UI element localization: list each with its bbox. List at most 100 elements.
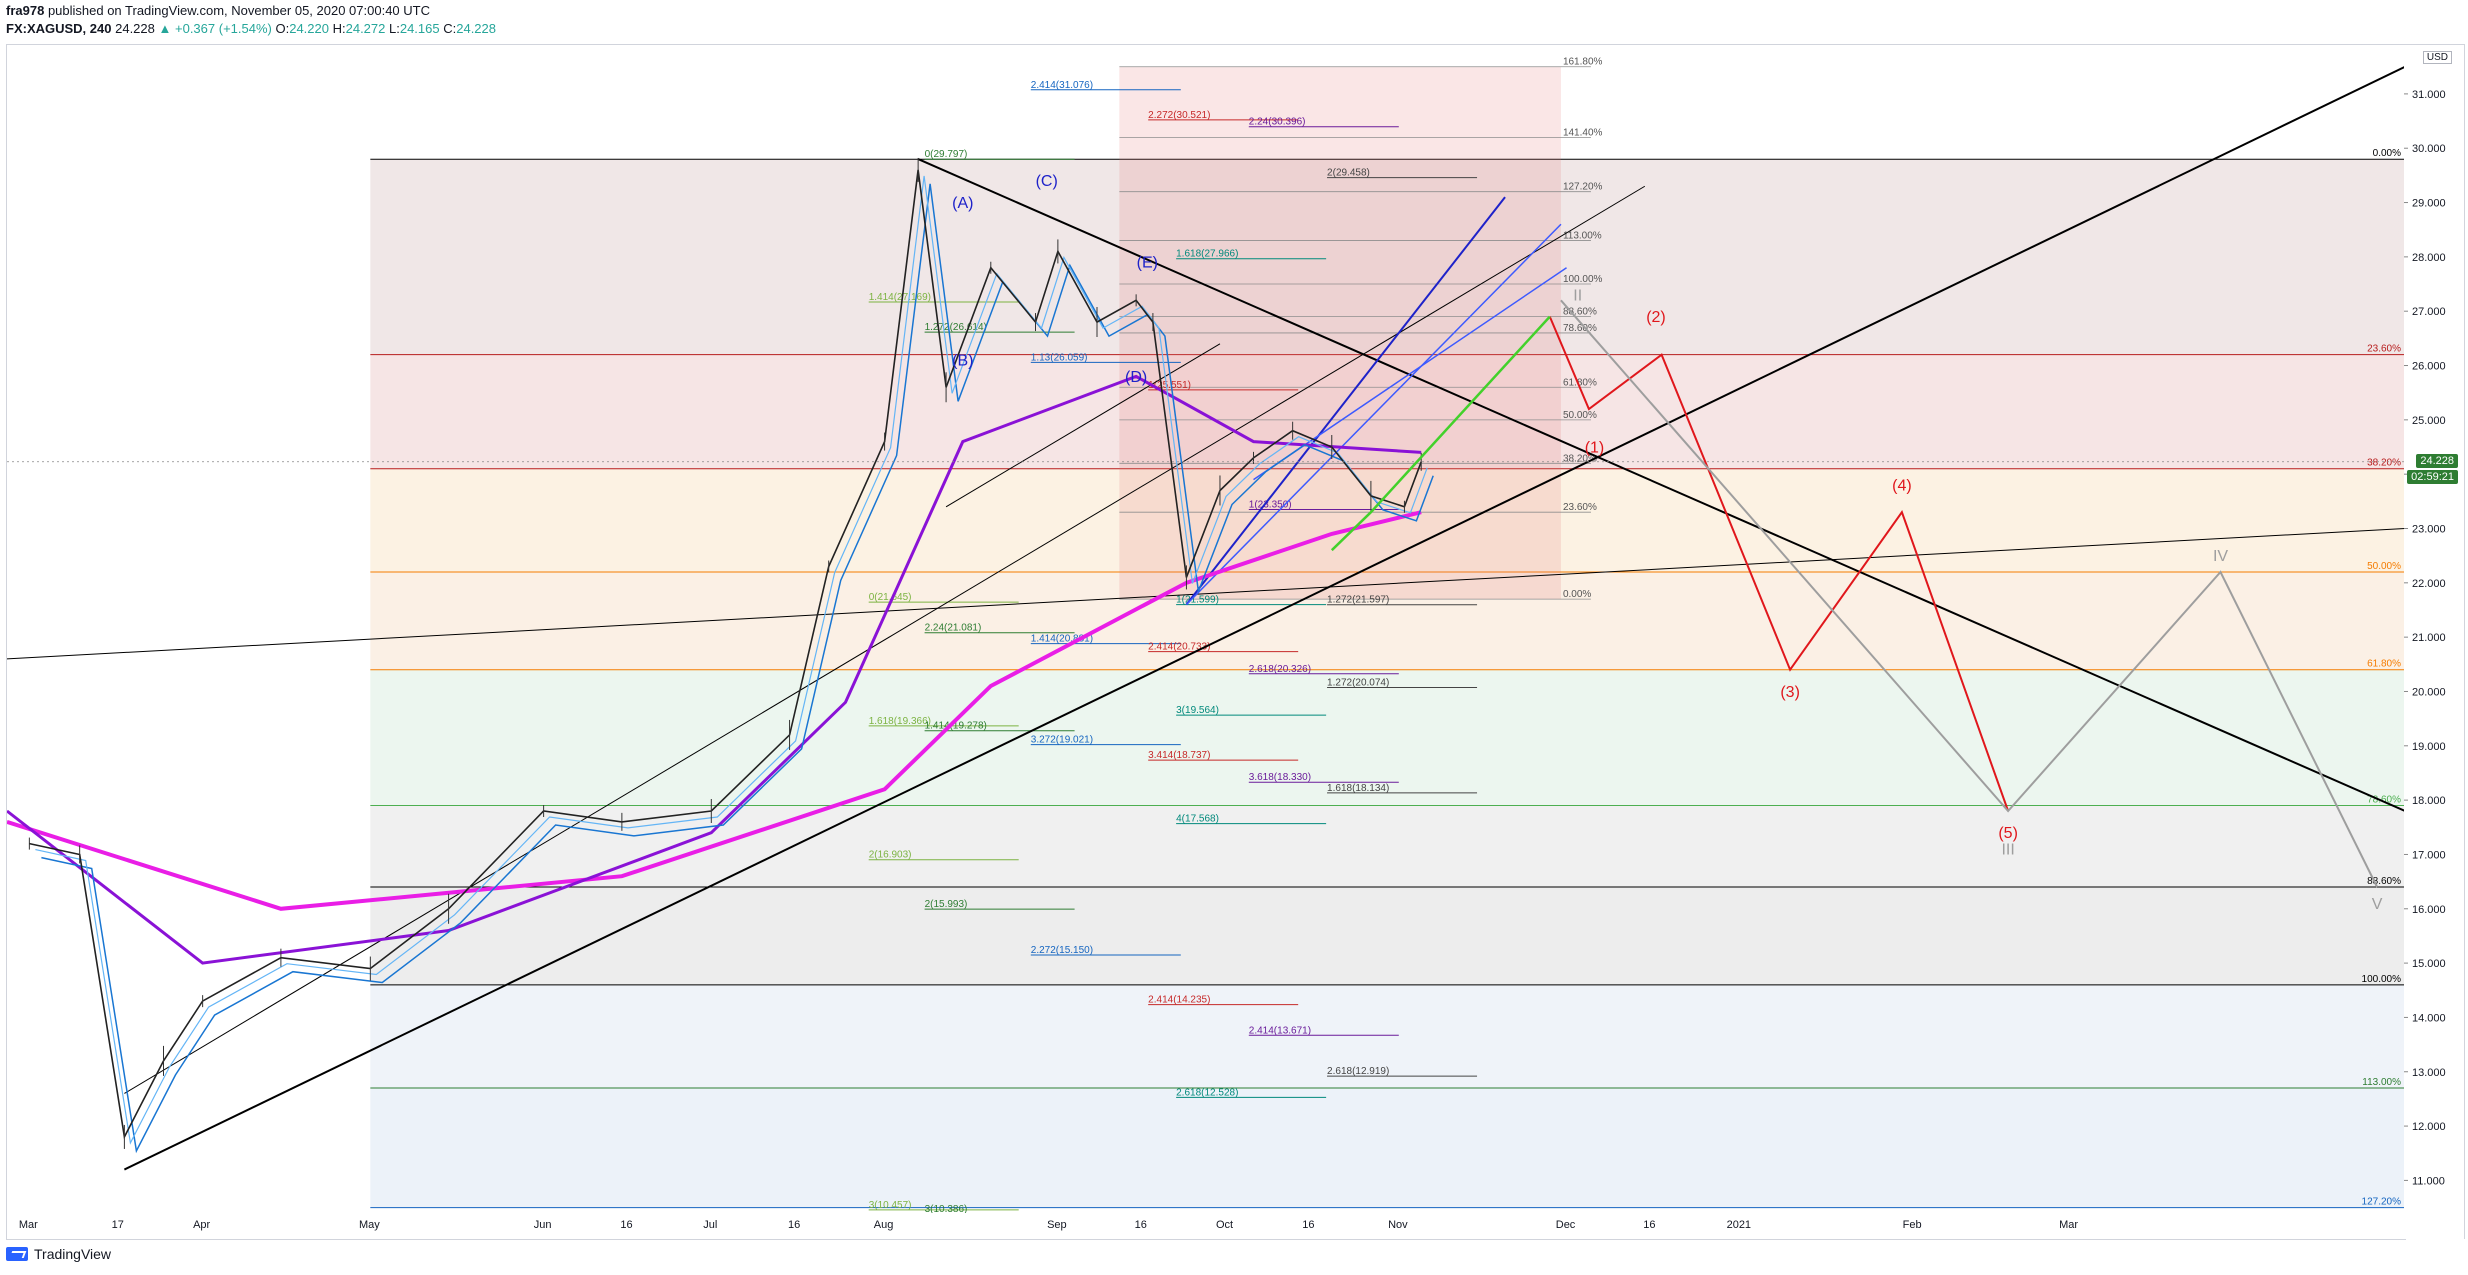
extension-label: 4(17.568) — [1176, 814, 1219, 825]
fib-box-label: 23.60% — [1563, 502, 1597, 513]
extension-label: 2.24(21.081) — [925, 623, 982, 634]
x-tick-label: 16 — [1135, 1219, 1147, 1231]
x-tick-label: Oct — [1216, 1219, 1233, 1231]
y-tick-label: 16.000 — [2412, 904, 2446, 916]
y-tick-label: 18.000 — [2412, 795, 2446, 807]
extension-label: 1.618(27.966) — [1176, 249, 1238, 260]
wave-label-gray: V — [2372, 896, 2383, 913]
fan-line — [1185, 223, 1562, 606]
x-tick-label: Jun — [534, 1219, 552, 1231]
up-arrow-icon: ▲ — [158, 21, 172, 36]
fib-box-label: 141.40% — [1563, 127, 1603, 138]
price-change: +0.367 (+1.54%) — [175, 21, 272, 36]
wave-label-gray: III — [2001, 841, 2014, 858]
open-value: 24.220 — [289, 21, 329, 36]
projection-gray-path — [1560, 299, 2378, 888]
extension-label: 0(21.645) — [869, 592, 912, 603]
x-tick-label: 16 — [1302, 1219, 1314, 1231]
high-label: H: — [332, 21, 346, 36]
fib-box-label: 127.20% — [1563, 182, 1603, 193]
wave-label-blue: (A) — [952, 195, 973, 212]
wave-label-blue: (E) — [1137, 255, 1158, 272]
extension-label: 1.618(19.366) — [869, 716, 931, 727]
y-tick-label: 17.000 — [2412, 849, 2446, 861]
resistance-trendline — [917, 158, 2405, 812]
fib-zone — [370, 1088, 2405, 1208]
author-name[interactable]: fra978 — [6, 3, 45, 18]
ma-50-line — [41, 183, 1434, 1154]
fib-box-label: 0.00% — [1563, 589, 1591, 600]
extension-label: 2.414(13.671) — [1249, 1025, 1311, 1036]
fib-level-label: 50.00% — [2367, 561, 2401, 572]
extension-label: 3.272(19.021) — [1031, 735, 1093, 746]
fib-level-label: 23.60% — [2367, 344, 2401, 355]
extension-label: 1.272(21.597) — [1327, 595, 1389, 606]
fib-level-label: 100.00% — [2362, 974, 2402, 985]
open-label: O: — [275, 21, 290, 36]
extension-label: 1(25.551) — [1148, 380, 1191, 391]
fib-level-label: 127.20% — [2362, 1197, 2402, 1208]
wave-label-blue: (C) — [1036, 173, 1058, 190]
projection-red-path — [1548, 316, 2010, 812]
x-tick-label: 17 — [112, 1219, 124, 1231]
brand-name[interactable]: TradingView — [34, 1246, 112, 1262]
chart-pane[interactable]: 0.00% 23.60% 38.20% 50.00% 61.80% 78.60% 88.60… — [6, 44, 2406, 1240]
extension-label: 3(10.457) — [869, 1200, 912, 1211]
ma-20-line — [35, 175, 1428, 1145]
y-tick-label: 30.000 — [2412, 143, 2446, 155]
wave-label-red: (3) — [1780, 684, 1800, 701]
y-tick-label: 21.000 — [2412, 632, 2446, 644]
y-tick-label: 26.000 — [2412, 361, 2446, 373]
current-price-tag: 24.228 — [2416, 453, 2458, 468]
y-tick-label: 25.000 — [2412, 415, 2446, 427]
y-tick-label: 13.000 — [2412, 1067, 2446, 1079]
extension-label: 2.272(30.521) — [1148, 110, 1210, 121]
fib-box-label: 61.80% — [1563, 377, 1597, 388]
fib-level-label: 88.60% — [2367, 876, 2401, 887]
fib-zone — [370, 887, 2405, 985]
y-tick-label: 12.000 — [2412, 1121, 2446, 1133]
wave-label-blue: (D) — [1125, 369, 1147, 386]
tradingview-logo-icon[interactable] — [6, 1247, 28, 1261]
extension-label: 2.24(30.396) — [1249, 117, 1306, 128]
x-tick-label: May — [359, 1219, 380, 1231]
fib-level-label: 0.00% — [2373, 148, 2401, 159]
projection-green-path — [1330, 315, 1551, 552]
extension-label: 2.618(12.528) — [1176, 1087, 1238, 1098]
y-tick-label: 22.000 — [2412, 578, 2446, 590]
fib-box-label: 78.60% — [1563, 323, 1597, 334]
fib-zone — [370, 984, 2405, 1089]
price-axis[interactable]: USD 31.000 30.000 29.000 28.000 27.000 26.000… — [2404, 44, 2465, 1239]
currency-badge[interactable]: USD — [2422, 51, 2452, 64]
fib-level-label: 78.60% — [2367, 795, 2401, 806]
base-trendline — [7, 527, 2405, 660]
channel-line — [124, 185, 1646, 1094]
wave-label-red: (2) — [1646, 309, 1666, 326]
y-tick-label: 20.000 — [2412, 686, 2446, 698]
wave-label-red: (1) — [1585, 439, 1605, 456]
fib-box-label: 113.00% — [1563, 231, 1602, 242]
fib-box-label: 100.00% — [1563, 274, 1603, 285]
extension-label: 3(10.386) — [925, 1204, 968, 1213]
fib-box-label: 50.00% — [1563, 410, 1597, 421]
x-tick-label: Nov — [1388, 1219, 1408, 1231]
fib-level-label: 61.80% — [2367, 659, 2401, 670]
extension-label: 1.414(19.278) — [925, 721, 987, 732]
extension-label: 3.414(18.737) — [1148, 750, 1210, 761]
countdown-tag: 02:59:21 — [2407, 469, 2458, 484]
x-tick-label: Feb — [1903, 1219, 1922, 1231]
extension-label: 2(16.903) — [869, 850, 912, 861]
extension-label: 2.272(15.150) — [1031, 945, 1093, 956]
y-tick-label: 29.000 — [2412, 198, 2446, 210]
publish-info: published on TradingView.com, November 0… — [47, 3, 430, 18]
extension-label: 3.618(18.330) — [1249, 772, 1311, 783]
wave-label-red: (4) — [1892, 477, 1912, 494]
y-tick-label: 15.000 — [2412, 958, 2446, 970]
time-axis[interactable]: Mar 17 Apr May Jun 16 Jul 16 Aug Sep 16 Oct 16 Nov Dec… — [6, 1212, 2404, 1238]
symbol-name[interactable]: FX:XAGUSD, 240 — [6, 21, 112, 36]
x-tick-label: 16 — [788, 1219, 800, 1231]
price-chart[interactable]: 0.00% 23.60% 38.20% 50.00% 61.80% 78.60% 88.60… — [7, 45, 2405, 1213]
extension-label: 2(29.458) — [1327, 168, 1370, 179]
extension-label: 1.272(26.614) — [925, 322, 987, 333]
footer: TradingView — [6, 1246, 111, 1262]
